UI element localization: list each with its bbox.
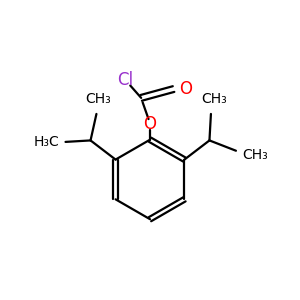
Text: CH₃: CH₃ [201,92,227,106]
Text: H₃C: H₃C [34,135,60,149]
Text: CH₃: CH₃ [242,148,268,162]
Text: Cl: Cl [117,70,133,88]
Text: O: O [179,80,192,98]
Text: O: O [143,116,157,134]
Text: CH₃: CH₃ [85,92,111,106]
